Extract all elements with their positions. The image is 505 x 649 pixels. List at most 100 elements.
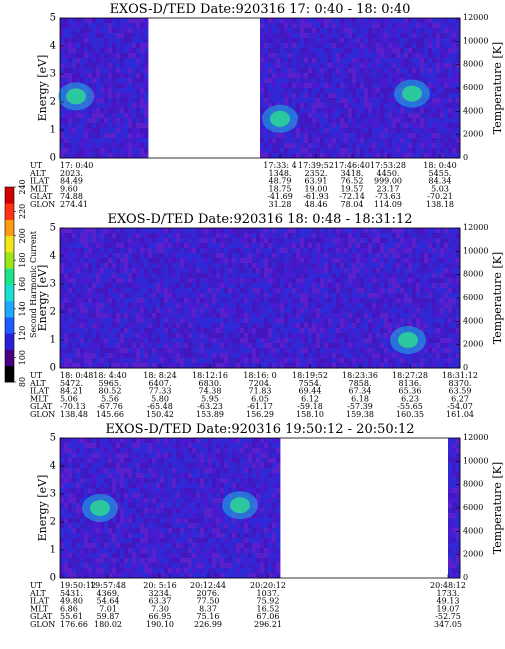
spectrogram-cell xyxy=(332,48,337,54)
spectrogram-cell xyxy=(132,253,137,259)
spectrogram-cell xyxy=(140,283,145,289)
spectrogram-cell xyxy=(356,98,361,104)
spectrogram-cell xyxy=(304,233,309,239)
spectrogram-cell xyxy=(112,143,117,149)
spectrogram-cell xyxy=(412,258,417,264)
spectrogram-cell xyxy=(448,323,453,329)
spectrogram-cell xyxy=(388,148,393,154)
spectrogram-cell xyxy=(92,278,97,284)
spectrogram-cell xyxy=(340,353,345,359)
spectrogram-cell xyxy=(100,83,105,89)
spectrogram-cell xyxy=(436,78,441,84)
spectrogram-cell xyxy=(292,328,297,334)
spectrogram-cell xyxy=(92,18,97,24)
spectrogram-cell xyxy=(388,123,393,129)
spectrogram-cell xyxy=(60,108,65,114)
spectrogram-cell xyxy=(252,303,257,309)
spectrogram-cell xyxy=(116,253,121,259)
spectrogram-cell xyxy=(124,313,129,319)
spectrogram-cell xyxy=(276,18,281,24)
spectrogram-cell xyxy=(344,93,349,99)
spectrogram-cell xyxy=(240,268,245,274)
spectrogram-cell xyxy=(376,128,381,134)
spectrogram-cell xyxy=(328,313,333,319)
spectrogram-cell xyxy=(440,293,445,299)
spectrogram-cell xyxy=(432,123,437,129)
spectrogram-cell xyxy=(312,273,317,279)
spectrogram-cell xyxy=(240,323,245,329)
spectrogram-cell xyxy=(96,143,101,149)
spectrogram-cell xyxy=(392,133,397,139)
spectrogram-cell xyxy=(304,83,309,89)
spectrogram-cell xyxy=(440,103,445,109)
spectrogram-cell xyxy=(136,33,141,39)
spectrogram-cell xyxy=(432,153,437,159)
spectrogram-cell xyxy=(176,363,181,369)
spectrogram-cell xyxy=(432,78,437,84)
spectrogram-cell xyxy=(172,323,177,329)
spectrogram-cell xyxy=(196,328,201,334)
spectrogram-cell xyxy=(268,313,273,319)
spectrogram-cell xyxy=(64,113,69,119)
spectrogram-cell xyxy=(68,43,73,49)
spectrogram-cell xyxy=(428,73,433,79)
spectrogram-cell xyxy=(68,58,73,64)
spectrogram-cell xyxy=(60,233,65,239)
spectrogram-cell xyxy=(212,288,217,294)
spectrogram-cell xyxy=(384,98,389,104)
spectrogram-cell xyxy=(412,248,417,254)
spectrogram-cell xyxy=(264,243,269,249)
spectrogram-cell xyxy=(364,288,369,294)
spectrogram-cell xyxy=(348,93,353,99)
spectrogram-cell xyxy=(444,293,449,299)
spectrogram-cell xyxy=(284,68,289,74)
spectrogram-cell xyxy=(264,323,269,329)
spectrogram-cell xyxy=(376,63,381,69)
spectrogram-cell xyxy=(288,273,293,279)
spectrogram-cell xyxy=(312,253,317,259)
spectrogram-cell xyxy=(120,333,125,339)
spectrogram-cell xyxy=(344,343,349,349)
spectrogram-cell xyxy=(388,318,393,324)
spectrogram-cell xyxy=(428,118,433,124)
spectrogram-cell xyxy=(108,83,113,89)
spectrogram-cell xyxy=(312,313,317,319)
spectrogram-cell xyxy=(164,313,169,319)
spectrogram-cell xyxy=(104,128,109,134)
spectrogram-cell xyxy=(360,68,365,74)
colorbar-tick-label: 140 xyxy=(18,301,27,316)
spectrogram-cell xyxy=(308,348,313,354)
spectrogram-cell xyxy=(72,123,77,129)
spectrogram-cell xyxy=(388,293,393,299)
spectrogram-cell xyxy=(220,363,225,369)
spectrogram-cell xyxy=(116,33,121,39)
spectrogram-cell xyxy=(288,138,293,144)
spectrogram-cell xyxy=(264,263,269,269)
spectrogram-cell xyxy=(356,303,361,309)
spectrogram-cell xyxy=(432,228,437,234)
spectrogram-cell xyxy=(444,28,449,34)
spectrogram-cell xyxy=(72,33,77,39)
spectrogram-cell xyxy=(188,333,193,339)
spectrogram-cell xyxy=(156,268,161,274)
spectrogram-cell xyxy=(184,358,189,364)
spectrogram-cell xyxy=(196,293,201,299)
spectrogram-cell xyxy=(260,123,265,129)
y2-tick-label: 10000 xyxy=(463,246,488,255)
spectrogram-cell xyxy=(388,343,393,349)
spectrogram-cell xyxy=(260,273,265,279)
spectrogram-cell xyxy=(76,108,81,114)
spectrogram-cell xyxy=(332,313,337,319)
spectrogram-cell xyxy=(376,103,381,109)
spectrogram-cell xyxy=(100,108,105,114)
spectrogram-cell xyxy=(156,313,161,319)
spectrogram-cell xyxy=(140,63,145,69)
spectrogram-cell xyxy=(420,273,425,279)
spectrogram-cell xyxy=(232,338,237,344)
spectrogram-cell xyxy=(228,318,233,324)
spectrogram-cell xyxy=(340,18,345,24)
spectrogram-cell xyxy=(284,283,289,289)
spectrogram-cell xyxy=(200,243,205,249)
spectrogram-cell xyxy=(112,38,117,44)
spectrogram-cell xyxy=(212,283,217,289)
